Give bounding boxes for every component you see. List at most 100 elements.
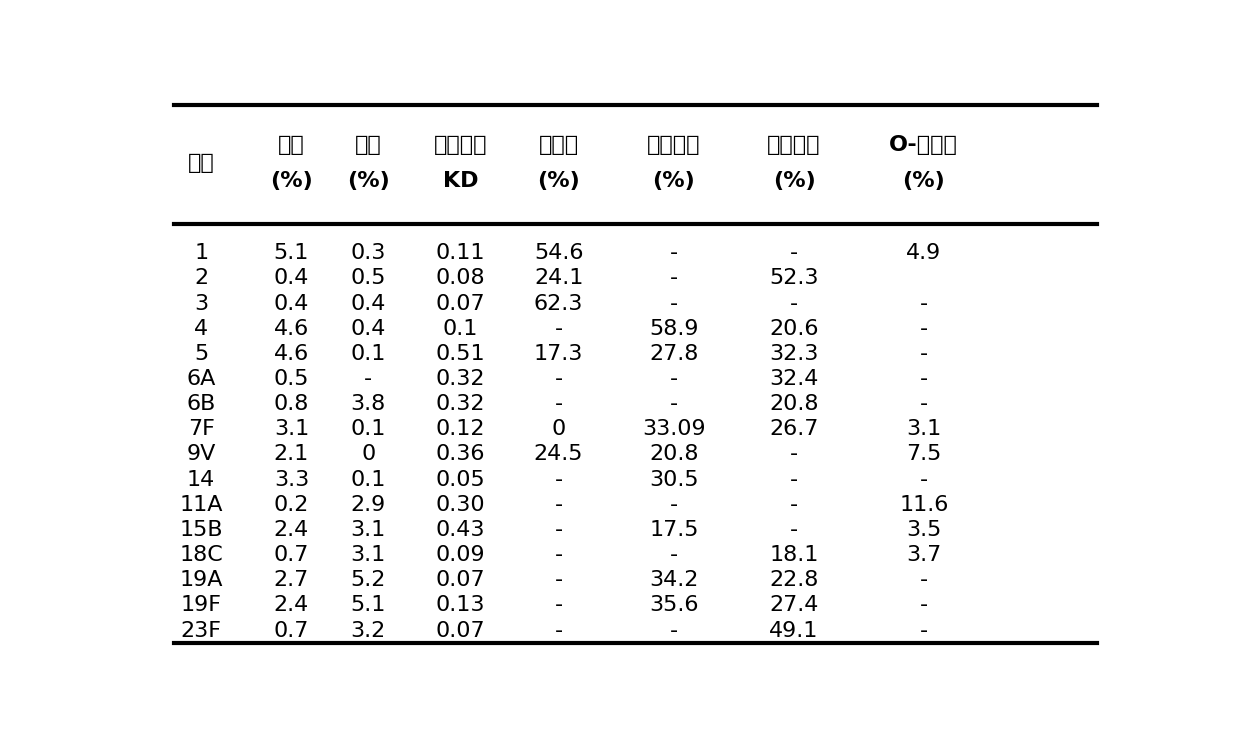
Text: -: -: [670, 369, 678, 389]
Text: -: -: [670, 545, 678, 565]
Text: -: -: [790, 520, 799, 540]
Text: -: -: [920, 319, 928, 338]
Text: 17.5: 17.5: [650, 520, 698, 540]
Text: 2: 2: [195, 269, 208, 288]
Text: 0.43: 0.43: [435, 520, 485, 540]
Text: 3.7: 3.7: [906, 545, 941, 565]
Text: -: -: [790, 445, 799, 465]
Text: 11A: 11A: [180, 495, 223, 515]
Text: 0.30: 0.30: [435, 495, 485, 515]
Text: 6A: 6A: [186, 369, 216, 389]
Text: -: -: [670, 294, 678, 313]
Text: 5: 5: [193, 344, 208, 364]
Text: 6B: 6B: [186, 394, 216, 414]
Text: 20.6: 20.6: [769, 319, 818, 338]
Text: 2.9: 2.9: [351, 495, 386, 515]
Text: KD: KD: [443, 171, 479, 192]
Text: (%): (%): [773, 171, 816, 192]
Text: -: -: [554, 319, 563, 338]
Text: -: -: [920, 595, 928, 615]
Text: 34.2: 34.2: [650, 570, 698, 590]
Text: 2.1: 2.1: [274, 445, 309, 465]
Text: (%): (%): [347, 171, 389, 192]
Text: 32.3: 32.3: [769, 344, 818, 364]
Text: -: -: [920, 344, 928, 364]
Text: -: -: [554, 570, 563, 590]
Text: 0.07: 0.07: [435, 570, 485, 590]
Text: 总磷: 总磷: [355, 134, 382, 155]
Text: 7F: 7F: [187, 419, 215, 440]
Text: 5.1: 5.1: [351, 595, 386, 615]
Text: 0.07: 0.07: [435, 294, 485, 313]
Text: 35.6: 35.6: [650, 595, 698, 615]
Text: -: -: [670, 269, 678, 288]
Text: O-乙酰基: O-乙酰基: [889, 134, 959, 155]
Text: 0.1: 0.1: [351, 344, 386, 364]
Text: (%): (%): [652, 171, 696, 192]
Text: 20.8: 20.8: [769, 394, 818, 414]
Text: -: -: [670, 243, 678, 264]
Text: 3.2: 3.2: [351, 620, 386, 641]
Text: 0.8: 0.8: [274, 394, 309, 414]
Text: -: -: [920, 294, 928, 313]
Text: 0.7: 0.7: [274, 620, 309, 641]
Text: 58.9: 58.9: [650, 319, 698, 338]
Text: (%): (%): [270, 171, 312, 192]
Text: 3.1: 3.1: [351, 520, 386, 540]
Text: -: -: [790, 294, 799, 313]
Text: (%): (%): [903, 171, 945, 192]
Text: 5.1: 5.1: [274, 243, 309, 264]
Text: 0.2: 0.2: [274, 495, 309, 515]
Text: 4: 4: [195, 319, 208, 338]
Text: 0.32: 0.32: [435, 369, 485, 389]
Text: -: -: [554, 620, 563, 641]
Text: 4.6: 4.6: [274, 319, 309, 338]
Text: 总氮: 总氮: [278, 134, 305, 155]
Text: 52.3: 52.3: [769, 269, 818, 288]
Text: 糖醒酸: 糖醒酸: [538, 134, 579, 155]
Text: 0.36: 0.36: [435, 445, 485, 465]
Text: 9V: 9V: [186, 445, 216, 465]
Text: 氨基己糖: 氨基己糖: [647, 134, 701, 155]
Text: 62.3: 62.3: [534, 294, 583, 313]
Text: -: -: [920, 369, 928, 389]
Text: 18.1: 18.1: [769, 545, 818, 565]
Text: 0.1: 0.1: [443, 319, 479, 338]
Text: 14: 14: [187, 470, 216, 490]
Text: -: -: [554, 520, 563, 540]
Text: 0.5: 0.5: [274, 369, 309, 389]
Text: 0.05: 0.05: [435, 470, 486, 490]
Text: 11.6: 11.6: [899, 495, 949, 515]
Text: 0.4: 0.4: [351, 294, 386, 313]
Text: 0.4: 0.4: [351, 319, 386, 338]
Text: 0.11: 0.11: [435, 243, 485, 264]
Text: 3.5: 3.5: [906, 520, 941, 540]
Text: 3.1: 3.1: [906, 419, 941, 440]
Text: 0.4: 0.4: [274, 294, 309, 313]
Text: 27.4: 27.4: [769, 595, 818, 615]
Text: 0.3: 0.3: [351, 243, 386, 264]
Text: 3.3: 3.3: [274, 470, 309, 490]
Text: 0: 0: [552, 419, 565, 440]
Text: 分子大小: 分子大小: [434, 134, 487, 155]
Text: 30.5: 30.5: [649, 470, 699, 490]
Text: 17.3: 17.3: [534, 344, 583, 364]
Text: 7.5: 7.5: [906, 445, 941, 465]
Text: -: -: [920, 620, 928, 641]
Text: -: -: [790, 495, 799, 515]
Text: 5.2: 5.2: [351, 570, 386, 590]
Text: 2.4: 2.4: [274, 595, 309, 615]
Text: 54.6: 54.6: [534, 243, 583, 264]
Text: 19A: 19A: [180, 570, 223, 590]
Text: 0.1: 0.1: [351, 470, 386, 490]
Text: -: -: [670, 394, 678, 414]
Text: 18C: 18C: [180, 545, 223, 565]
Text: -: -: [670, 620, 678, 641]
Text: 0: 0: [361, 445, 376, 465]
Text: 0.12: 0.12: [435, 419, 485, 440]
Text: 27.8: 27.8: [650, 344, 698, 364]
Text: 4.6: 4.6: [274, 344, 309, 364]
Text: 3.8: 3.8: [351, 394, 386, 414]
Text: 0.09: 0.09: [435, 545, 485, 565]
Text: -: -: [790, 243, 799, 264]
